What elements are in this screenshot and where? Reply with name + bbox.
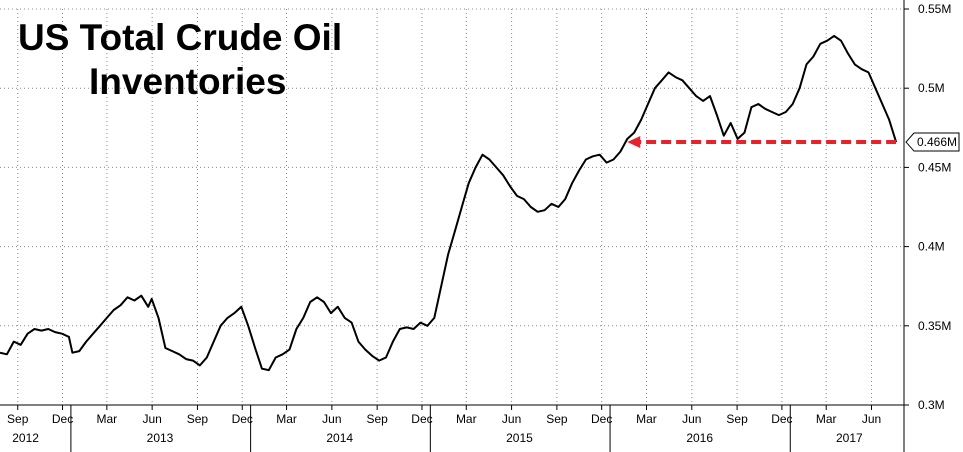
series-layer [0, 34, 898, 372]
x-tick-label: Sep [7, 412, 29, 426]
y-tick-label: 0.35M [918, 319, 951, 333]
x-tick-label: Dec [591, 412, 612, 426]
x-tick-label: Jun [322, 412, 341, 426]
year-label: 2016 [686, 431, 713, 445]
x-tick-label: Jun [502, 412, 521, 426]
annotation-layer [627, 136, 897, 149]
x-tick-label: Sep [546, 412, 568, 426]
x-tick-label: Mar [636, 412, 657, 426]
y-tick-label: 0.55M [918, 2, 951, 16]
x-tick-label: Sep [726, 412, 748, 426]
x-tick-label: Sep [187, 412, 209, 426]
x-tick-label: Mar [456, 412, 477, 426]
x-tick-label: Dec [771, 412, 792, 426]
year-label: 2015 [506, 431, 533, 445]
x-tick-label: Jun [142, 412, 161, 426]
x-tick-label: Dec [52, 412, 73, 426]
y-tick-label: 0.4M [918, 240, 945, 254]
tick-labels: 0.3M 0.35M 0.4M 0.45M 0.5M 0.55M Sep Dec Mar Jun S… [7, 2, 960, 445]
x-tick-label: Mar [816, 412, 837, 426]
y-tick-label: 0.5M [918, 81, 945, 95]
x-tick-label: Mar [97, 412, 118, 426]
title-line-2: Inventories [89, 61, 286, 102]
year-label: 2017 [836, 431, 863, 445]
year-label: 2014 [326, 431, 353, 445]
chart-title: US Total Crude Oil Inventories [18, 17, 342, 102]
x-tick-label: Dec [232, 412, 253, 426]
year-label: 2013 [147, 431, 174, 445]
inventory-series-line [0, 34, 898, 372]
y-tick-label: 0.3M [918, 398, 945, 412]
last-value-label: 0.466M [917, 135, 957, 149]
axes [0, 0, 909, 452]
y-tick-label: 0.45M [918, 160, 951, 174]
title-line-1: US Total Crude Oil [18, 17, 342, 58]
x-tick-label: Jun [862, 412, 881, 426]
x-tick-label: Jun [682, 412, 701, 426]
x-tick-label: Sep [366, 412, 388, 426]
year-label: 2012 [12, 431, 39, 445]
annotation-arrow-head [627, 136, 641, 149]
last-value-callout [905, 132, 960, 152]
x-tick-label: Mar [276, 412, 297, 426]
x-tick-label: Dec [411, 412, 432, 426]
gridlines [0, 8, 904, 405]
